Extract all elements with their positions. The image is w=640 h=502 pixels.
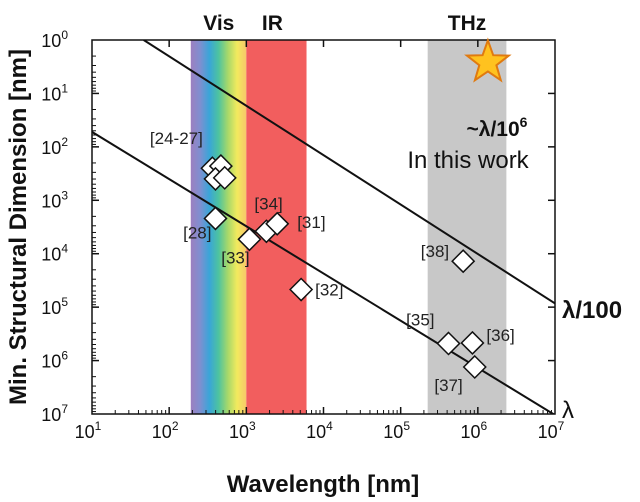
spectral-bands bbox=[190, 40, 507, 414]
line-labels: λ/100 λ bbox=[562, 297, 622, 424]
x-tick-label: 105 bbox=[383, 419, 410, 442]
band-labels: Vis IR THz bbox=[203, 12, 486, 35]
data-point-label: [33] bbox=[221, 248, 249, 267]
star-icon bbox=[464, 37, 512, 83]
data-points: [24-27] [28] [34] [31] [33] [32] [38] [35] [36] [… bbox=[150, 129, 515, 395]
annotation-line1: ~λ/106 bbox=[467, 114, 528, 141]
data-point-diamond bbox=[212, 165, 237, 190]
line-label-lambda: λ bbox=[562, 397, 574, 424]
data-point-label: [28] bbox=[183, 223, 211, 242]
y-tick-label: 105 bbox=[41, 295, 68, 318]
data-point-diamond bbox=[462, 354, 487, 380]
x-tick-label: 103 bbox=[229, 419, 256, 442]
data-point-label: [38] bbox=[421, 242, 449, 261]
data-point-diamond bbox=[265, 211, 290, 236]
y-tick-label: 102 bbox=[41, 135, 68, 158]
band-label-thz: THz bbox=[448, 12, 487, 35]
data-point-diamond bbox=[289, 277, 314, 302]
y-tick-label: 103 bbox=[41, 188, 68, 211]
data-point-label: [37] bbox=[434, 376, 462, 395]
data-point-label: [34] bbox=[254, 194, 282, 213]
band-thz bbox=[427, 40, 507, 414]
annotation-line2: In this work bbox=[407, 147, 529, 174]
y-tick-label: 107 bbox=[41, 402, 68, 425]
data-point-label: [36] bbox=[486, 326, 514, 345]
data-point-label: [32] bbox=[315, 281, 343, 300]
data-point-diamond bbox=[436, 331, 461, 356]
data-point-diamond bbox=[203, 206, 228, 231]
y-axis-title: Min. Structural Dimension [nm] bbox=[5, 49, 32, 405]
data-point-diamond bbox=[237, 227, 262, 252]
x-axis-ticks: 101 102 103 104 105 106 107 bbox=[75, 40, 565, 442]
x-tick-label: 102 bbox=[152, 419, 179, 442]
y-tick-label: 104 bbox=[41, 242, 68, 265]
y-tick-label: 106 bbox=[41, 349, 68, 372]
band-label-ir: IR bbox=[262, 12, 283, 35]
line-label-lambda-100: λ/100 bbox=[562, 297, 622, 324]
data-point-label: [35] bbox=[406, 310, 434, 329]
y-tick-label: 101 bbox=[41, 81, 68, 104]
x-tick-label: 104 bbox=[306, 419, 333, 442]
x-tick-label: 107 bbox=[538, 419, 565, 442]
data-point-diamond bbox=[460, 330, 485, 356]
x-axis-title: Wavelength [nm] bbox=[227, 471, 419, 498]
y-tick-label: 100 bbox=[41, 28, 68, 51]
x-tick-label: 106 bbox=[460, 419, 487, 442]
data-point-label: [24-27] bbox=[150, 129, 203, 148]
this-work-marker bbox=[464, 37, 512, 83]
data-point-diamond bbox=[451, 249, 476, 274]
band-label-vis: Vis bbox=[203, 12, 234, 35]
this-work-annotation: ~λ/106 In this work bbox=[407, 114, 529, 174]
x-tick-label: 101 bbox=[75, 419, 102, 442]
data-point-label: [31] bbox=[297, 213, 325, 232]
line-lambda-100 bbox=[143, 40, 555, 305]
